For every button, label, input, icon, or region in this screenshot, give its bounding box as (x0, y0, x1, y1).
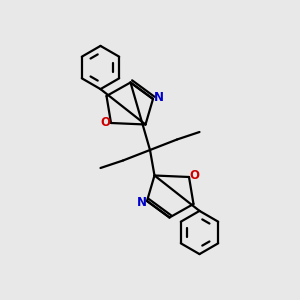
Text: N: N (136, 196, 147, 209)
Text: N: N (153, 91, 164, 104)
Text: O: O (189, 169, 200, 182)
Text: O: O (100, 116, 111, 130)
